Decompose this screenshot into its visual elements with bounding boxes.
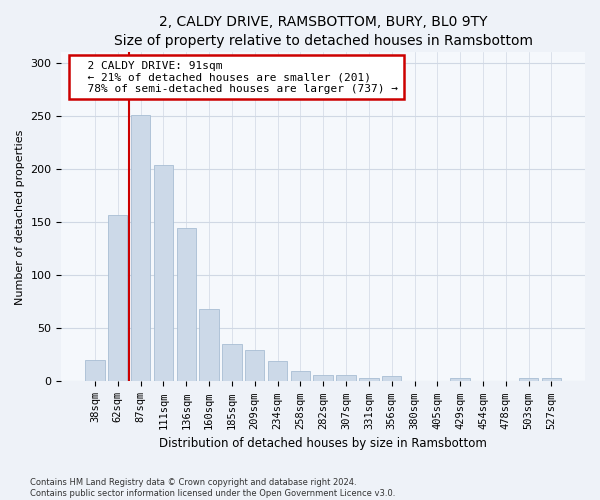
Bar xyxy=(268,362,287,382)
Bar xyxy=(519,378,538,382)
Bar xyxy=(542,378,561,382)
Bar xyxy=(245,350,265,382)
Bar xyxy=(154,165,173,382)
Bar xyxy=(313,375,333,382)
Bar xyxy=(359,378,379,382)
Bar xyxy=(108,215,127,382)
Bar xyxy=(176,228,196,382)
Bar xyxy=(131,115,150,382)
X-axis label: Distribution of detached houses by size in Ramsbottom: Distribution of detached houses by size … xyxy=(159,437,487,450)
Bar xyxy=(222,344,242,382)
Bar xyxy=(199,310,219,382)
Y-axis label: Number of detached properties: Number of detached properties xyxy=(15,130,25,304)
Text: Contains HM Land Registry data © Crown copyright and database right 2024.
Contai: Contains HM Land Registry data © Crown c… xyxy=(30,478,395,498)
Bar xyxy=(85,360,104,382)
Bar xyxy=(451,378,470,382)
Bar xyxy=(382,376,401,382)
Bar xyxy=(290,371,310,382)
Text: 2 CALDY DRIVE: 91sqm
  ← 21% of detached houses are smaller (201)
  78% of semi-: 2 CALDY DRIVE: 91sqm ← 21% of detached h… xyxy=(74,60,398,94)
Bar xyxy=(337,375,356,382)
Title: 2, CALDY DRIVE, RAMSBOTTOM, BURY, BL0 9TY
Size of property relative to detached : 2, CALDY DRIVE, RAMSBOTTOM, BURY, BL0 9T… xyxy=(114,15,533,48)
